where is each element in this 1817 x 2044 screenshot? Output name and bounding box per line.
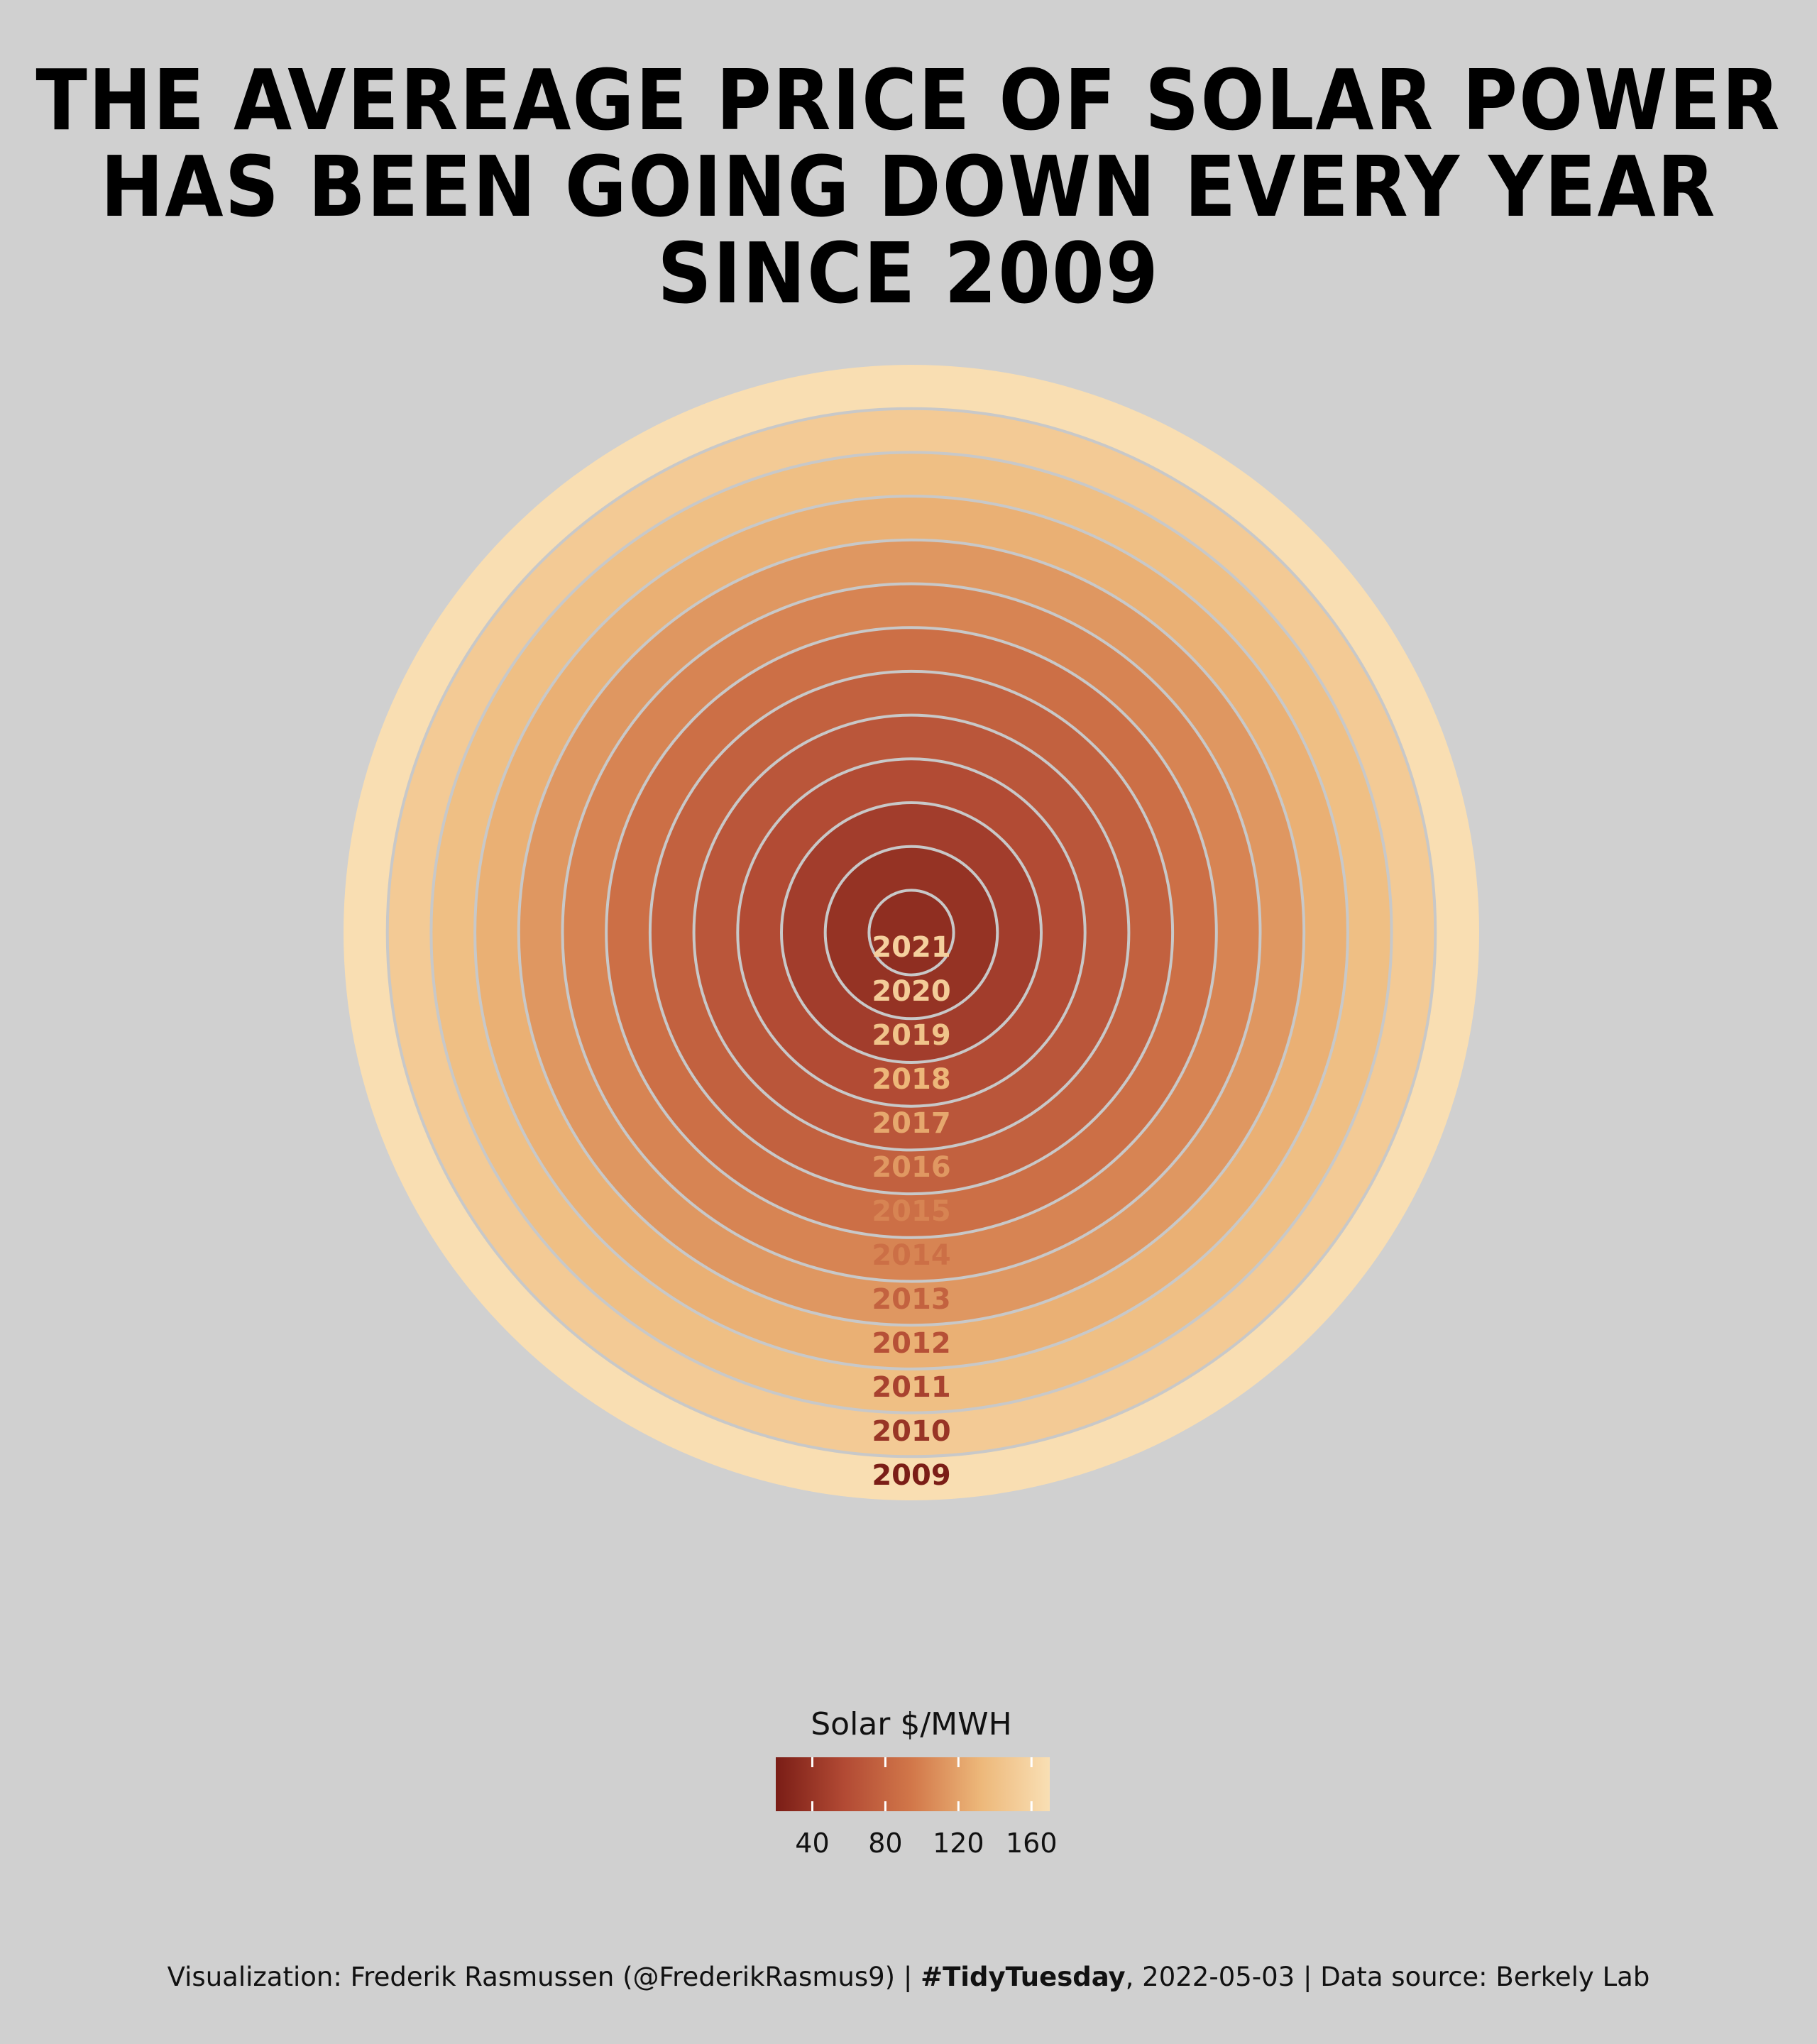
caption-credit: Visualization: Frederik Rasmussen (@Fred… — [167, 1962, 921, 1992]
legend-title: Solar $/MWH — [811, 1706, 1012, 1742]
legend-tick-label-40: 40 — [795, 1828, 829, 1859]
year-label-2011: 2011 — [872, 1371, 950, 1404]
legend-tick-label-160: 160 — [1006, 1828, 1058, 1859]
title-line-2: HAS BEEN GOING DOWN EVERY YEAR SINCE 200… — [100, 138, 1717, 322]
title-line-1: THE AVEREAGE PRICE OF SOLAR POWER — [35, 51, 1782, 149]
year-label-2016: 2016 — [872, 1151, 950, 1184]
caption-hashtag: #TidyTuesday — [921, 1962, 1126, 1992]
year-labels: 2009 2010 2011 2012 2013 2014 2015 2016 2017 2018… — [872, 931, 950, 1492]
year-label-2020: 2020 — [872, 975, 950, 1008]
year-label-2017: 2017 — [872, 1107, 950, 1140]
year-label-2021: 2021 — [872, 931, 950, 964]
caption-source: , 2022-05-03 | Data source: Berkely Lab — [1125, 1962, 1650, 1992]
legend-ticks: 40 80 120 160 — [795, 1757, 1058, 1859]
color-legend: Solar $/MWH 40 80 120 160 — [776, 1706, 1058, 1859]
price-rings — [344, 365, 1479, 1500]
legend-tick-label-120: 120 — [933, 1828, 984, 1859]
year-label-2014: 2014 — [872, 1239, 950, 1272]
year-label-2013: 2013 — [872, 1283, 950, 1316]
year-label-2018: 2018 — [872, 1063, 950, 1096]
legend-color-bar — [776, 1757, 1050, 1811]
year-label-2010: 2010 — [872, 1415, 950, 1448]
year-label-2009: 2009 — [872, 1459, 950, 1492]
legend-tick-label-80: 80 — [868, 1828, 902, 1859]
ring-2021 — [867, 889, 955, 977]
year-label-2012: 2012 — [872, 1327, 950, 1360]
chart-title: THE AVEREAGE PRICE OF SOLAR POWER HAS BE… — [0, 57, 1817, 317]
caption: Visualization: Frederik Rasmussen (@Fred… — [0, 1962, 1817, 1992]
year-label-2015: 2015 — [872, 1195, 950, 1228]
year-label-2019: 2019 — [872, 1019, 950, 1052]
